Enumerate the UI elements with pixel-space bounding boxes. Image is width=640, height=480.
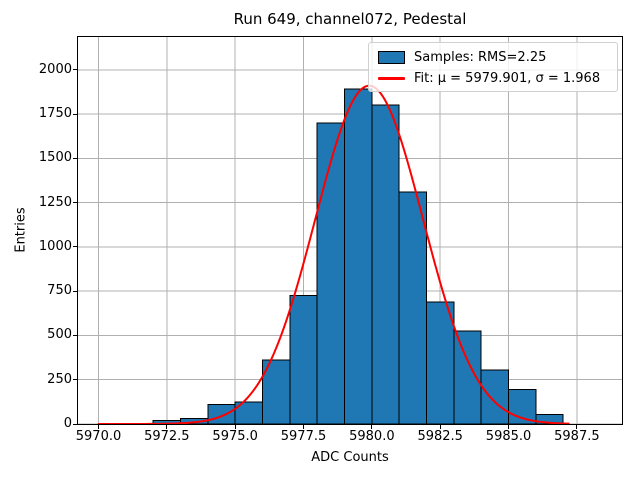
y-tick-label: 2000 <box>38 61 72 77</box>
y-tick-mark <box>73 202 77 204</box>
x-tick-label: 5977.5 <box>280 429 327 444</box>
legend-entry-samples: Samples: RMS=2.25 <box>369 47 617 68</box>
y-tick-label: 1500 <box>38 150 72 166</box>
histogram-bar <box>371 104 400 424</box>
y-tick-mark <box>73 379 77 381</box>
y-tick-mark <box>73 69 77 71</box>
legend-samples-handle <box>378 51 405 64</box>
x-tick-label: 5972.5 <box>144 429 190 444</box>
legend: Samples: RMS=2.25 Fit: μ = 5979.901, σ =… <box>368 42 618 92</box>
x-tick-label: 5987.5 <box>554 429 600 444</box>
x-tick-mark <box>576 425 578 429</box>
x-tick-mark <box>166 425 168 429</box>
y-tick-label: 1000 <box>38 238 72 254</box>
x-tick-mark <box>439 425 441 429</box>
x-tick-label: 5985.0 <box>485 429 532 444</box>
plot-area <box>77 36 623 425</box>
fit-curve <box>97 84 570 424</box>
x-tick-mark <box>508 425 510 429</box>
histogram-bar <box>344 88 373 424</box>
y-tick-label: 750 <box>47 283 72 299</box>
y-tick-mark <box>73 246 77 248</box>
plot-canvas <box>78 37 622 424</box>
y-tick-mark <box>73 157 77 159</box>
x-tick-mark <box>303 425 305 429</box>
x-tick-label: 5982.5 <box>417 429 463 444</box>
histogram-bar <box>316 122 346 424</box>
x-tick-label: 5970.0 <box>75 429 122 444</box>
x-tick-label: 5975.0 <box>212 429 258 444</box>
chart-title: Run 649, channel072, Pedestal <box>233 10 467 28</box>
legend-entry-fit: Fit: μ = 5979.901, σ = 1.968 <box>369 68 617 89</box>
legend-fit-label: Fit: μ = 5979.901, σ = 1.968 <box>414 71 601 86</box>
x-tick-mark <box>234 425 236 429</box>
histogram-bar <box>289 295 318 424</box>
y-tick-label: 1750 <box>38 106 72 122</box>
y-tick-label: 250 <box>47 371 72 387</box>
y-tick-mark <box>73 290 77 292</box>
histogram-bar <box>508 388 537 424</box>
histogram-bar <box>426 301 455 424</box>
histogram-swatch-icon <box>378 51 405 64</box>
y-tick-mark <box>73 334 77 336</box>
y-tick-label: 500 <box>47 327 72 343</box>
y-tick-mark <box>73 423 77 425</box>
histogram-bar <box>207 404 236 424</box>
y-tick-mark <box>73 113 77 115</box>
y-tick-label: 0 <box>63 416 72 431</box>
histogram-bar <box>480 369 510 424</box>
histogram-bar <box>398 191 428 424</box>
x-tick-mark <box>98 425 99 429</box>
legend-fit-handle <box>378 77 405 80</box>
x-tick-mark <box>371 425 373 429</box>
fit-line-swatch-icon <box>378 77 405 80</box>
legend-samples-label: Samples: RMS=2.25 <box>414 50 547 65</box>
x-tick-label: 5980.0 <box>349 429 395 444</box>
histogram-bar <box>262 359 291 424</box>
x-axis-label: ADC Counts <box>311 450 389 465</box>
y-tick-label: 1250 <box>38 194 72 210</box>
